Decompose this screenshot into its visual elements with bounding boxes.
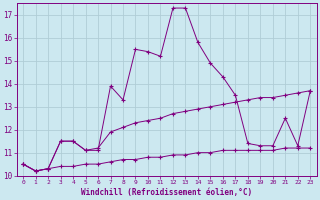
X-axis label: Windchill (Refroidissement éolien,°C): Windchill (Refroidissement éolien,°C) bbox=[81, 188, 252, 197]
